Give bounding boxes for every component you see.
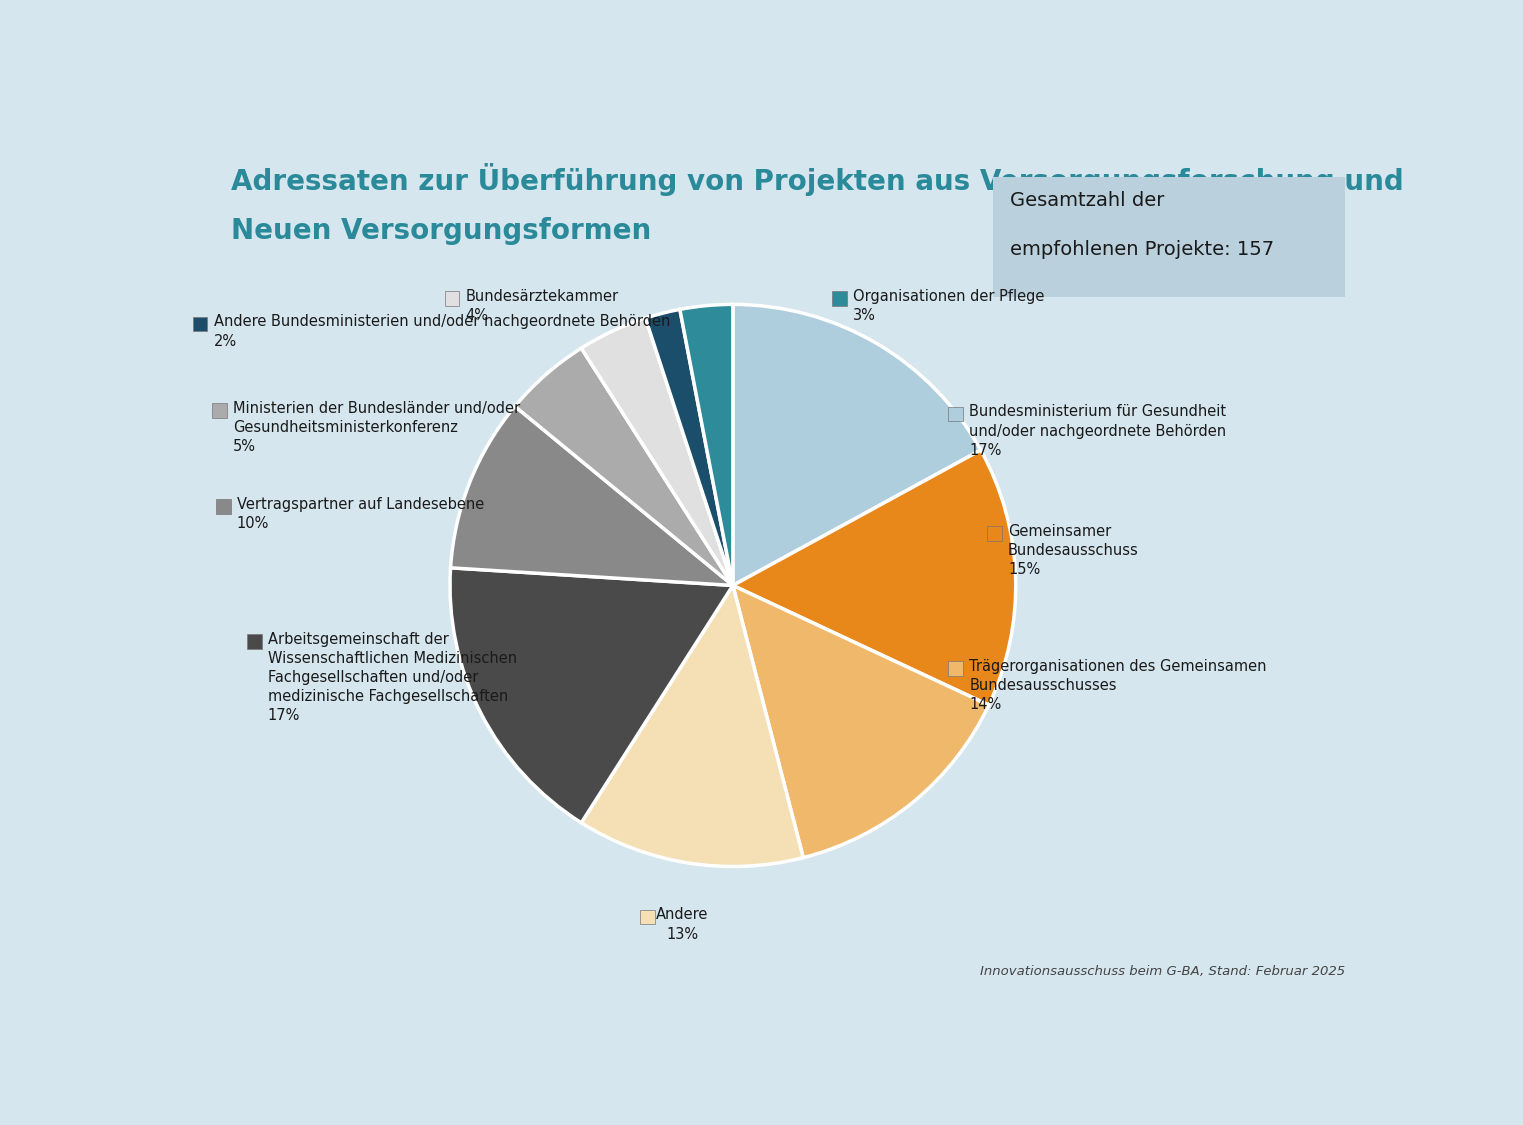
Wedge shape (733, 585, 988, 857)
Bar (832, 291, 847, 306)
Text: Adressaten zur Überführung von Projekten aus Versorgungsforschung und: Adressaten zur Überführung von Projekten… (230, 163, 1403, 197)
Bar (247, 634, 262, 649)
Wedge shape (515, 348, 733, 585)
Bar (949, 660, 963, 675)
Text: Bundesärztekammer
4%: Bundesärztekammer 4% (466, 289, 618, 323)
Wedge shape (646, 309, 733, 585)
Bar (640, 910, 655, 925)
Text: Trägerorganisationen des Gemeinsamen
Bundesausschusses
14%: Trägerorganisationen des Gemeinsamen Bun… (969, 658, 1267, 712)
Wedge shape (449, 568, 733, 822)
Bar (987, 526, 1002, 541)
Wedge shape (679, 305, 733, 585)
Text: Gemeinsamer
Bundesausschuss
15%: Gemeinsamer Bundesausschuss 15% (1008, 524, 1139, 577)
Text: Gesamtzahl der: Gesamtzahl der (1010, 191, 1164, 210)
Text: Organisationen der Pflege
3%: Organisationen der Pflege 3% (853, 289, 1045, 323)
Text: Ministerien der Bundesländer und/oder
Gesundheitsministerkonferenz
5%: Ministerien der Bundesländer und/oder Ge… (233, 400, 521, 455)
Text: Innovationsausschuss beim G-BA, Stand: Februar 2025: Innovationsausschuss beim G-BA, Stand: F… (979, 965, 1345, 978)
Bar (216, 500, 230, 514)
Text: Vertragspartner auf Landesebene
10%: Vertragspartner auf Landesebene 10% (238, 497, 484, 531)
Bar (949, 407, 963, 422)
Wedge shape (451, 406, 733, 585)
Bar (193, 317, 207, 332)
Text: Bundesministerium für Gesundheit
und/oder nachgeordnete Behörden
17%: Bundesministerium für Gesundheit und/ode… (969, 405, 1226, 458)
Bar (212, 403, 227, 417)
Bar (445, 291, 460, 306)
Wedge shape (582, 585, 803, 866)
Wedge shape (733, 450, 1016, 705)
Text: empfohlenen Projekte: 157: empfohlenen Projekte: 157 (1010, 241, 1273, 260)
Text: Neuen Versorgungsformen: Neuen Versorgungsformen (230, 217, 650, 245)
Text: Arbeitsgemeinschaft der
Wissenschaftlichen Medizinischen
Fachgesellschaften und/: Arbeitsgemeinschaft der Wissenschaftlich… (268, 631, 516, 723)
Text: Andere Bundesministerien und/oder nachgeordnete Behörden
2%: Andere Bundesministerien und/oder nachge… (213, 314, 670, 349)
FancyBboxPatch shape (993, 178, 1345, 297)
Wedge shape (582, 318, 733, 585)
Wedge shape (733, 305, 981, 585)
Text: Andere
13%: Andere 13% (656, 907, 708, 942)
